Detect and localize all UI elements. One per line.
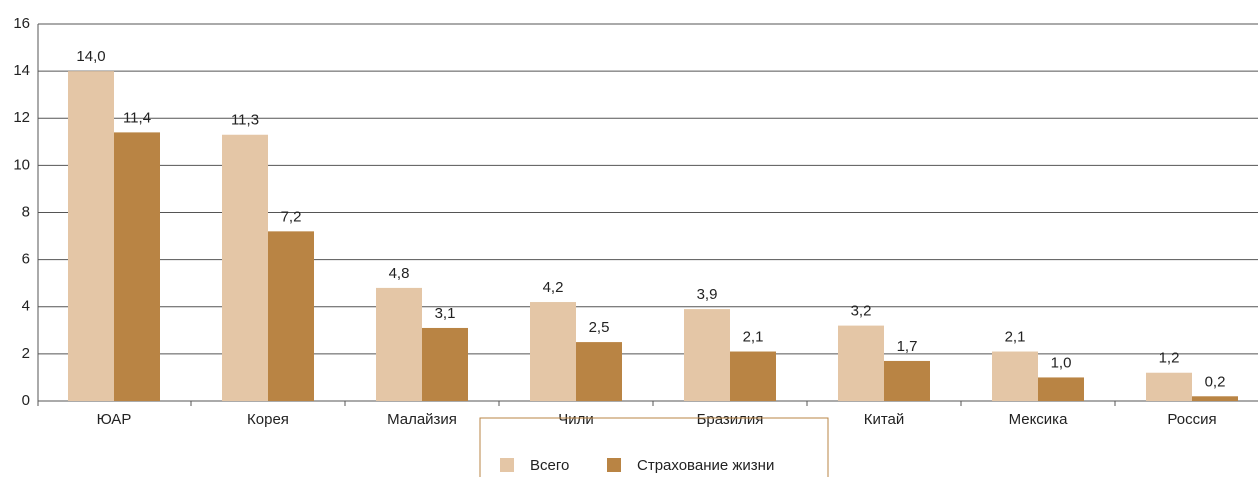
bar xyxy=(376,287,422,401)
bar xyxy=(222,134,268,401)
bar xyxy=(884,360,930,401)
bar xyxy=(530,302,576,401)
x-tick-label: Китай xyxy=(864,411,905,428)
legend-swatch xyxy=(500,458,514,472)
data-label: 11,3 xyxy=(231,112,259,129)
y-tick-label: 8 xyxy=(22,203,30,220)
bar xyxy=(268,231,314,401)
data-label: 4,2 xyxy=(543,279,564,296)
data-label: 14,0 xyxy=(76,48,105,65)
bar xyxy=(422,327,468,401)
legend-box xyxy=(479,417,829,477)
data-label: 4,8 xyxy=(389,265,410,282)
data-label: 2,5 xyxy=(589,319,610,336)
y-tick-label: 16 xyxy=(13,15,30,32)
x-tick-label: ЮАР xyxy=(97,411,132,428)
y-tick-label: 10 xyxy=(13,156,30,173)
x-tick-label: Бразилия xyxy=(697,411,764,428)
bar xyxy=(684,309,730,401)
data-label: 1,0 xyxy=(1051,354,1072,371)
bar xyxy=(576,342,622,401)
data-label: 3,2 xyxy=(851,303,872,320)
x-tick-label: Корея xyxy=(247,411,289,428)
y-tick-label: 12 xyxy=(13,109,30,126)
y-tick-label: 14 xyxy=(13,62,30,79)
data-label: 2,1 xyxy=(1005,328,1026,345)
x-tick-label: Малайзия xyxy=(387,411,457,428)
bar xyxy=(992,351,1038,401)
data-label: 3,1 xyxy=(435,305,456,322)
data-label: 3,9 xyxy=(697,286,718,303)
data-label: 1,2 xyxy=(1159,350,1180,367)
bar xyxy=(68,71,114,401)
bar xyxy=(838,325,884,401)
x-tick-label: Чили xyxy=(558,411,594,428)
bar xyxy=(114,132,160,401)
y-tick-label: 6 xyxy=(22,251,30,268)
legend-swatch xyxy=(607,458,621,472)
data-label: 1,7 xyxy=(897,338,918,355)
data-label: 2,1 xyxy=(743,328,764,345)
x-tick-label: Мексика xyxy=(1009,411,1069,428)
bar xyxy=(1146,372,1192,401)
bar xyxy=(1038,377,1084,401)
data-label: 0,2 xyxy=(1205,373,1226,390)
data-label: 7,2 xyxy=(281,208,302,225)
bar xyxy=(730,351,776,401)
y-tick-label: 0 xyxy=(22,392,30,409)
x-tick-label: Россия xyxy=(1167,411,1216,428)
bar xyxy=(1192,396,1238,401)
y-tick-label: 2 xyxy=(22,345,30,362)
legend-label: Всего xyxy=(530,457,569,474)
y-tick-label: 4 xyxy=(22,298,30,315)
data-label: 11,4 xyxy=(123,109,151,126)
legend-label: Страхование жизни xyxy=(637,457,774,474)
